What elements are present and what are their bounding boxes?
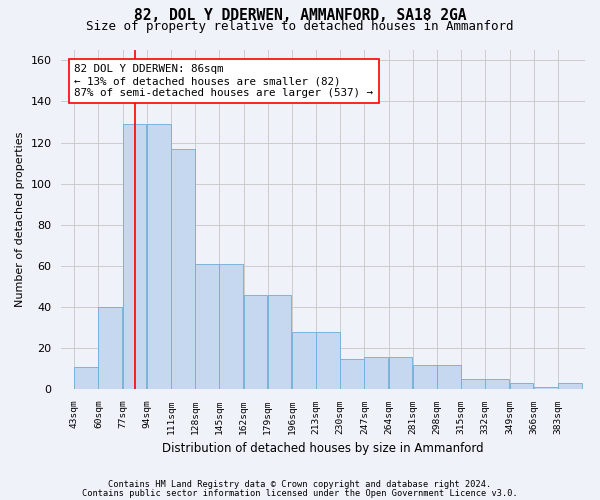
X-axis label: Distribution of detached houses by size in Ammanford: Distribution of detached houses by size … (163, 442, 484, 455)
Bar (534, 388, 557, 390)
Text: Contains public sector information licensed under the Open Government Licence v3: Contains public sector information licen… (82, 489, 518, 498)
Bar (220, 264, 243, 390)
Text: 82 DOL Y DDERWEN: 86sqm
← 13% of detached houses are smaller (82)
87% of semi-de: 82 DOL Y DDERWEN: 86sqm ← 13% of detache… (74, 64, 373, 98)
Bar (437, 365, 461, 390)
Bar (485, 379, 509, 390)
Text: Contains HM Land Registry data © Crown copyright and database right 2024.: Contains HM Land Registry data © Crown c… (109, 480, 491, 489)
Bar (147, 124, 170, 390)
Text: Size of property relative to detached houses in Ammanford: Size of property relative to detached ho… (86, 20, 514, 33)
Bar (74, 367, 98, 390)
Bar (98, 307, 122, 390)
Bar (171, 148, 195, 390)
Bar (316, 332, 340, 390)
Bar (509, 384, 533, 390)
Bar (389, 356, 412, 390)
Bar (195, 264, 219, 390)
Bar (292, 332, 316, 390)
Bar (122, 124, 146, 390)
Bar (268, 295, 292, 390)
Bar (340, 358, 364, 390)
Bar (244, 295, 267, 390)
Bar (413, 365, 437, 390)
Bar (364, 356, 388, 390)
Bar (558, 384, 582, 390)
Y-axis label: Number of detached properties: Number of detached properties (15, 132, 25, 308)
Bar (461, 379, 485, 390)
Text: 82, DOL Y DDERWEN, AMMANFORD, SA18 2GA: 82, DOL Y DDERWEN, AMMANFORD, SA18 2GA (134, 8, 466, 22)
